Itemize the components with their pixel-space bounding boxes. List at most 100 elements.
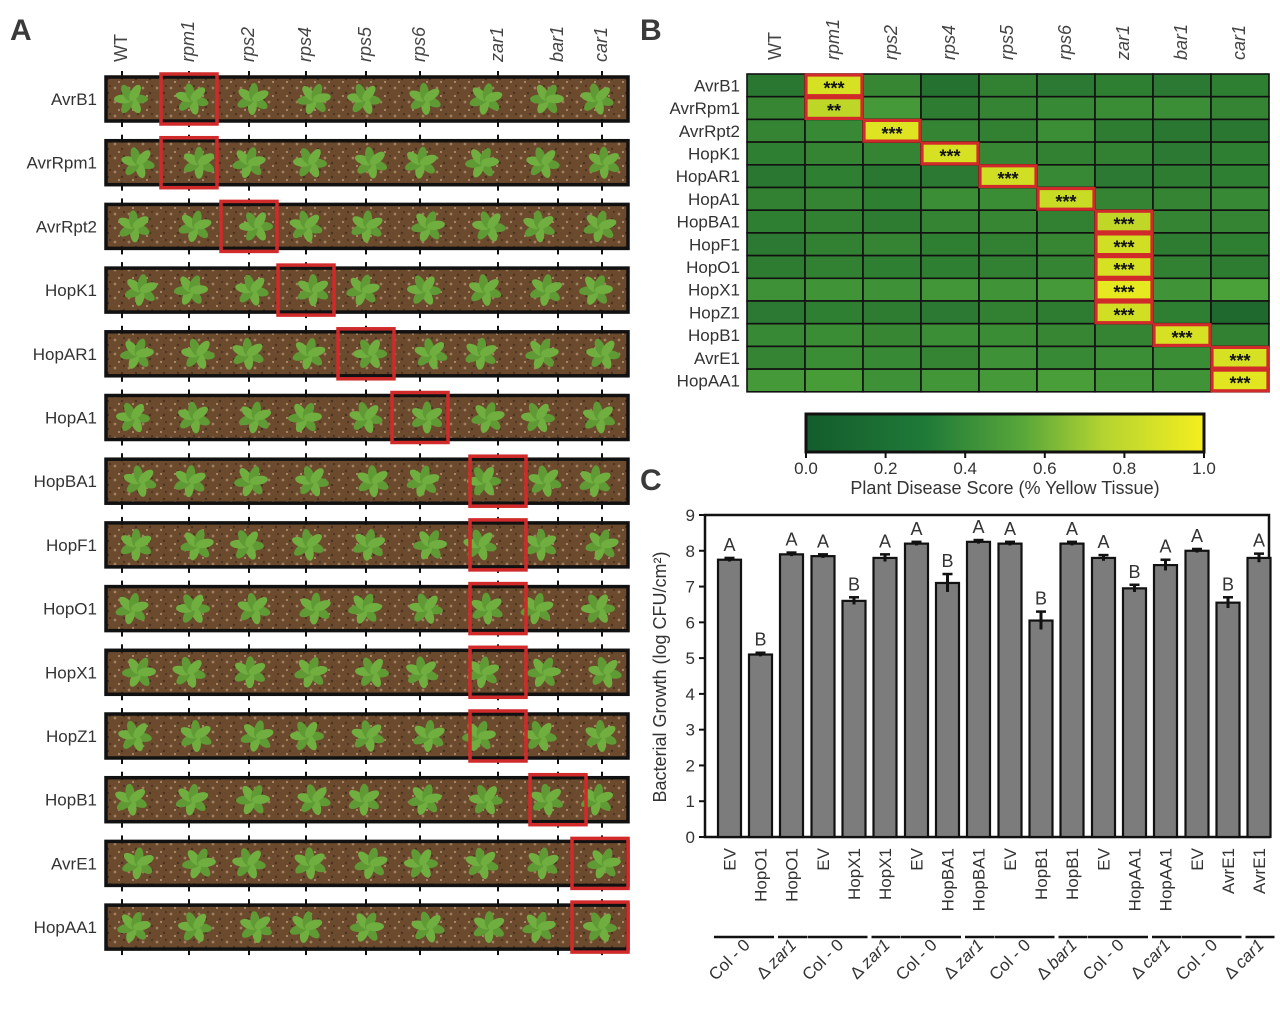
significance-letter: A [1191, 526, 1203, 546]
heatmap-cell [978, 322, 1038, 348]
significance-stars: *** [881, 124, 902, 144]
x-label-HopO1: HopO1 [752, 848, 771, 902]
tray-highlight [468, 454, 528, 508]
leaf [593, 472, 611, 484]
plant [346, 274, 380, 306]
heatmap-cell [920, 300, 980, 325]
plant [580, 83, 614, 115]
leaf [543, 469, 559, 484]
plant [351, 210, 383, 243]
plant [122, 847, 154, 880]
heatmap-row-label-HopO1: HopO1 [686, 258, 740, 277]
heatmap-cells [746, 73, 1270, 393]
significance-letter: B [941, 551, 953, 571]
heatmap-row-label-AvrB1: AvrB1 [694, 76, 740, 95]
y-tick-label: 0 [686, 828, 695, 847]
leaf [367, 537, 386, 548]
plant [465, 847, 499, 880]
colorbar: 0.0 0.2 0.4 0.6 0.8 1.0 Plant Disease Score (… [794, 412, 1216, 498]
leaf [536, 403, 549, 420]
leaf [597, 406, 613, 420]
panel-c: C Bacterial Growth (log CFU/cm²) 0 1 2 3 4 5 6… [640, 464, 1275, 984]
plant [238, 401, 272, 434]
significance-letter: A [817, 531, 829, 551]
tray-highlight [570, 900, 630, 954]
heatmap-cell [746, 209, 806, 234]
panel-a-rows: AvrB1 AvrRpm1 AvrRpt2 HopK1 HopAR1 HopA1 HopBA… [26, 71, 630, 956]
plant [349, 402, 383, 433]
plant [114, 84, 148, 114]
colorbar-gradient [804, 412, 1206, 454]
leaf [477, 730, 496, 740]
heatmap-row-label-HopB1: HopB1 [688, 326, 740, 345]
heatmap-cell [746, 300, 806, 325]
leaf [310, 468, 324, 484]
plant [299, 592, 331, 625]
plant [352, 529, 386, 561]
leaf [362, 85, 376, 102]
plant [355, 657, 389, 688]
heatmap-cell [920, 73, 980, 98]
bar-EV [997, 542, 1023, 839]
leaf [251, 794, 270, 804]
bar-HopX1 [841, 599, 867, 839]
heatmap-cell [978, 118, 1038, 143]
heatmap-cell [746, 141, 806, 166]
y-tick-label: 5 [686, 649, 695, 668]
plant [471, 592, 503, 625]
tray-row-HopZ1: HopZ1 [46, 708, 630, 764]
heatmap-cell [1152, 345, 1212, 370]
x-label-HopAA1: HopAA1 [1157, 848, 1176, 911]
heatmap-cell [1094, 322, 1154, 348]
leaf [136, 855, 154, 867]
heatmap-cell [1152, 164, 1212, 189]
heatmap-cell [978, 232, 1038, 257]
heatmap-cell [1210, 232, 1270, 257]
leaf [137, 667, 156, 677]
heatmap-cell [746, 277, 806, 302]
plant [527, 657, 561, 687]
leaf [426, 220, 445, 230]
heatmap-cell [1036, 209, 1096, 234]
leaf [541, 854, 559, 867]
leaf [368, 339, 380, 356]
heatmap-cell [1094, 141, 1154, 166]
tray-label-HopO1: HopO1 [43, 600, 97, 619]
group-label-mutant: Δ zar1 [846, 935, 894, 983]
x-label-AvrE1: AvrE1 [1250, 848, 1269, 894]
plant [471, 402, 505, 433]
bar-HopB1 [1028, 619, 1054, 839]
heatmap-cell [1152, 254, 1212, 280]
genotype-label-rpm1: rpm1 [178, 21, 198, 62]
heatmap-cell [804, 164, 864, 189]
leaf [482, 467, 494, 484]
leaf [479, 345, 497, 357]
x-label-EV: EV [908, 847, 927, 870]
plant [463, 529, 497, 561]
leaf [130, 601, 149, 612]
heatmap-cell [1036, 300, 1096, 325]
leaf [254, 916, 271, 930]
leaf [480, 157, 499, 167]
heatmap-row-label-AvrRpt2: AvrRpt2 [679, 122, 740, 141]
leaf [197, 857, 216, 868]
heatmap-cell [920, 277, 980, 302]
heatmap-cell [920, 254, 980, 280]
leaf [600, 538, 619, 549]
heatmap-row-label-AvrE1: AvrE1 [694, 349, 740, 368]
heatmap-cell [1036, 368, 1096, 393]
significance-stars: *** [1113, 305, 1134, 325]
leaf [429, 342, 445, 356]
heatmap-cell [1152, 209, 1212, 234]
heatmap-cell [862, 345, 922, 370]
heatmap-highlights [804, 73, 1270, 393]
heatmap-cell [1210, 277, 1270, 302]
tray-row-AvrE1: AvrE1 [51, 835, 630, 892]
tray-row-HopA1: HopA1 [45, 389, 630, 446]
plant [527, 847, 559, 880]
leaf [537, 216, 554, 229]
tray-label-HopZ1: HopZ1 [46, 727, 97, 746]
tray-row-HopO1: HopO1 [43, 580, 630, 637]
leaf [423, 793, 442, 804]
